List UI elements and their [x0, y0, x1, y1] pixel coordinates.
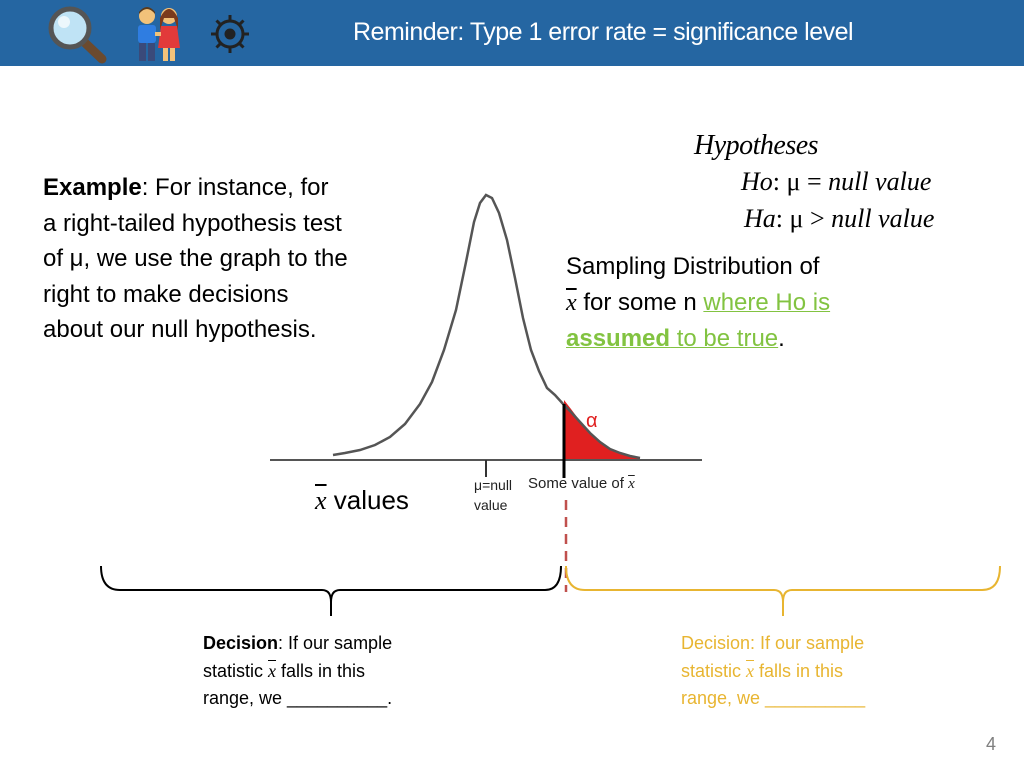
sampling-distribution-text: Sampling Distribution of x for some n whe… — [566, 249, 886, 357]
decision-right-line1: : If our sample — [750, 633, 865, 653]
magnifier-icon — [48, 6, 107, 64]
alternative-hypothesis: Ha: μ > null value — [744, 204, 934, 234]
slide-title: Reminder: Type 1 error rate = significan… — [353, 18, 854, 46]
decision-right-line2a: statistic — [681, 660, 747, 681]
mu-label-line1: μ=null — [474, 477, 513, 493]
assumption-part2: to be true — [670, 325, 779, 352]
decision-left-line1: : If our sample — [278, 633, 393, 653]
decision-left-line3: range, we __________. — [203, 688, 393, 708]
assumption-part1: where Ho is — [703, 288, 831, 316]
decision-left: Decision: If our sample statistic x falls… — [203, 630, 443, 713]
page-number: 4 — [986, 734, 997, 754]
axis-xbar: x — [315, 486, 327, 515]
some-value-xbar: x — [628, 476, 635, 492]
mu-label-line2: value — [474, 497, 508, 513]
some-value-label: Some value of x — [528, 475, 635, 493]
sampling-line2: for some n — [576, 288, 704, 316]
title-bar: Reminder: Type 1 error rate = significan… — [0, 0, 1024, 66]
decision-left-label: Decision — [203, 633, 279, 653]
header-icons — [44, 6, 252, 64]
example-paragraph: Example: For instance, for a right-taile… — [43, 170, 348, 348]
alpha-label: α — [586, 410, 598, 432]
couple-icon — [138, 7, 180, 61]
decision-right-label: Decision — [681, 633, 751, 653]
x-axis-label: x values — [315, 485, 409, 516]
hypotheses-title: Hypotheses — [694, 130, 819, 161]
decision-right-line2b: falls in this — [754, 660, 844, 681]
sampling-line1: Sampling Distribution of — [566, 253, 820, 280]
right-tail-region — [564, 400, 640, 460]
assumption-text: where Ho is assumed to be true — [566, 289, 830, 353]
right-decision-brace — [565, 565, 1001, 616]
normal-curve — [332, 193, 641, 460]
ha-value: null value — [831, 204, 935, 233]
axis-values-text: values — [326, 485, 409, 515]
ha-relation: : μ > — [775, 204, 832, 233]
gear-icon — [211, 15, 249, 53]
null-hypothesis: Ho: μ = null value — [741, 167, 931, 197]
left-decision-brace — [100, 565, 562, 616]
xbar-symbol: x — [566, 289, 577, 316]
h0-value: null value — [828, 167, 932, 196]
decision-right: Decision: If our sample statistic x falls… — [681, 630, 921, 713]
decision-left-xbar: x — [268, 660, 277, 681]
example-text: : For instance, for a right-tailed hypot… — [43, 174, 348, 343]
example-label: Example — [43, 174, 142, 201]
some-value-text: Some value of — [528, 475, 629, 492]
h0-relation: : μ = — [772, 167, 829, 196]
h0-label: Ho — [741, 167, 773, 196]
decision-right-line3: range, we __________ — [681, 688, 866, 708]
decision-right-xbar: x — [746, 660, 755, 681]
decision-left-line2a: statistic — [203, 660, 269, 681]
mu-null-value-label: μ=null value — [474, 475, 512, 515]
decision-left-line2b: falls in this — [276, 660, 366, 681]
ha-label: Ha — [744, 204, 776, 233]
assumed-word: assumed — [566, 325, 671, 352]
sampling-period: . — [778, 325, 785, 352]
